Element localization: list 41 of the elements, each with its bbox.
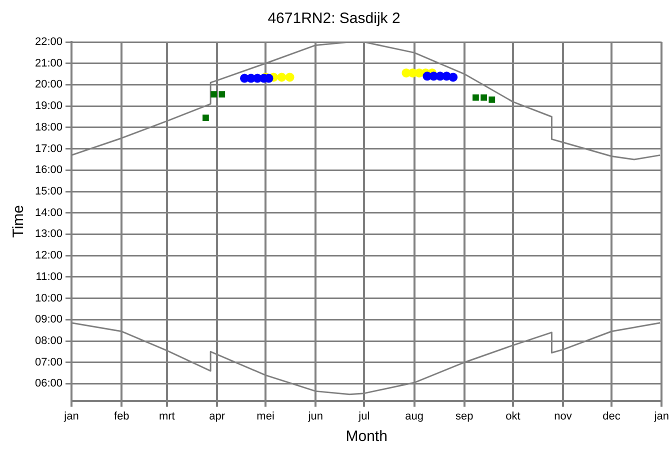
y-tick-label: 06:00 <box>34 378 63 390</box>
x-tick-label: jun <box>307 410 324 422</box>
point <box>472 94 479 101</box>
y-tick-label: 17:00 <box>34 142 63 155</box>
x-tick-label: feb <box>114 410 130 422</box>
y-tick-label: 21:00 <box>34 57 63 70</box>
point <box>210 91 217 98</box>
chart-title: 4671RN2: Sasdijk 2 <box>268 10 400 28</box>
y-tick-label: 22:00 <box>34 36 63 48</box>
y-tick-label: 18:00 <box>34 121 63 134</box>
x-tick-label: mei <box>256 410 274 422</box>
point <box>448 72 458 82</box>
point <box>488 96 496 103</box>
point <box>202 114 209 121</box>
y-tick-label: 14:00 <box>34 206 63 219</box>
x-tick-label: aug <box>405 410 424 422</box>
y-tick-label: 13:00 <box>34 228 63 240</box>
y-tick-label: 19:00 <box>34 100 63 112</box>
x-tick-label: nov <box>554 410 572 422</box>
x-tick-label: mrt <box>158 410 175 422</box>
x-tick-label: dec <box>602 410 621 422</box>
y-tick-label: 11:00 <box>36 270 63 283</box>
point <box>277 72 286 82</box>
point <box>285 72 294 82</box>
y-tick-label: 20:00 <box>34 78 63 91</box>
x-tick-label: okt <box>506 410 520 422</box>
y-tick-label: 09:00 <box>34 314 63 326</box>
y-tick-label: 15:00 <box>34 186 63 198</box>
x-axis-title: Month <box>346 428 388 446</box>
x-tick-label: sep <box>456 410 474 422</box>
point <box>218 91 226 98</box>
y-axis-title: Time <box>10 205 28 238</box>
y-tick-label: 16:00 <box>34 164 63 176</box>
x-tick-label: apr <box>209 410 226 422</box>
x-tick-label: jan <box>63 410 79 422</box>
y-tick-label: 12:00 <box>34 250 63 262</box>
y-tick-label: 10:00 <box>34 292 63 304</box>
y-tick-label: 08:00 <box>34 335 63 348</box>
y-tick-label: 07:00 <box>34 356 63 368</box>
point <box>480 94 487 101</box>
x-tick-label: jul <box>358 410 370 422</box>
